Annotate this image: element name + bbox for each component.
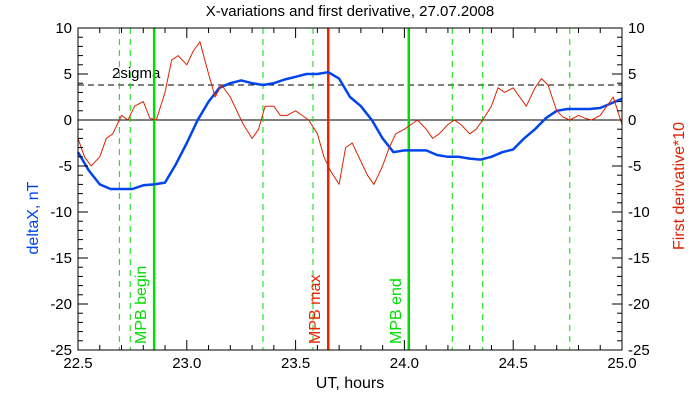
mpb-marker-label: MPB begin bbox=[133, 266, 150, 344]
x-tick-label: 23.0 bbox=[172, 355, 201, 372]
deltax-series-line bbox=[76, 70, 623, 191]
y-axis-left-label: deltaX, nT bbox=[25, 181, 42, 254]
x-tick-label: 24.0 bbox=[390, 355, 419, 372]
y-tick-label-right: -10 bbox=[628, 204, 650, 221]
derivative-series-line bbox=[77, 41, 623, 185]
y-tick-label-right: -15 bbox=[628, 250, 650, 267]
x-tick-label: 24.5 bbox=[499, 355, 528, 372]
x-tick-label: 22.5 bbox=[63, 355, 92, 372]
y-tick-label-left: -25 bbox=[50, 342, 72, 359]
y-tick-label-left: -10 bbox=[50, 204, 72, 221]
y-tick-label-right: -20 bbox=[628, 296, 650, 313]
y-axis-right-label: First derivative*10 bbox=[671, 122, 688, 250]
y-tick-label-right: 0 bbox=[628, 112, 636, 129]
x-tick-label: 25.0 bbox=[607, 355, 636, 372]
y-tick-label-left: -20 bbox=[50, 296, 72, 313]
y-tick-label-left: 5 bbox=[64, 66, 72, 83]
y-tick-label-right: 10 bbox=[628, 20, 645, 37]
sigma-label: 2sigma bbox=[112, 65, 161, 82]
plot-area: 2sigma MPB begin MPB max MPB end 10 10 5 5 0 0 -5 -… bbox=[50, 20, 649, 372]
x-tick-label: 23.5 bbox=[281, 355, 310, 372]
mpb-marker-label: MPB max bbox=[307, 275, 324, 344]
y-tick-label-left: 0 bbox=[64, 112, 72, 129]
y-tick-label-right: -25 bbox=[628, 342, 650, 359]
mpb-marker-label: MPB end bbox=[388, 278, 405, 344]
y-tick-label-left: 10 bbox=[55, 20, 72, 37]
chart-title: X-variations and first derivative, 27.07… bbox=[206, 3, 495, 20]
y-tick-label-right: -5 bbox=[628, 158, 641, 175]
y-tick-label-left: -15 bbox=[50, 250, 72, 267]
y-tick-label-right: 5 bbox=[628, 66, 636, 83]
y-tick-label-left: -5 bbox=[59, 158, 72, 175]
plot-frame bbox=[77, 27, 623, 351]
x-axis-label: UT, hours bbox=[316, 375, 384, 392]
